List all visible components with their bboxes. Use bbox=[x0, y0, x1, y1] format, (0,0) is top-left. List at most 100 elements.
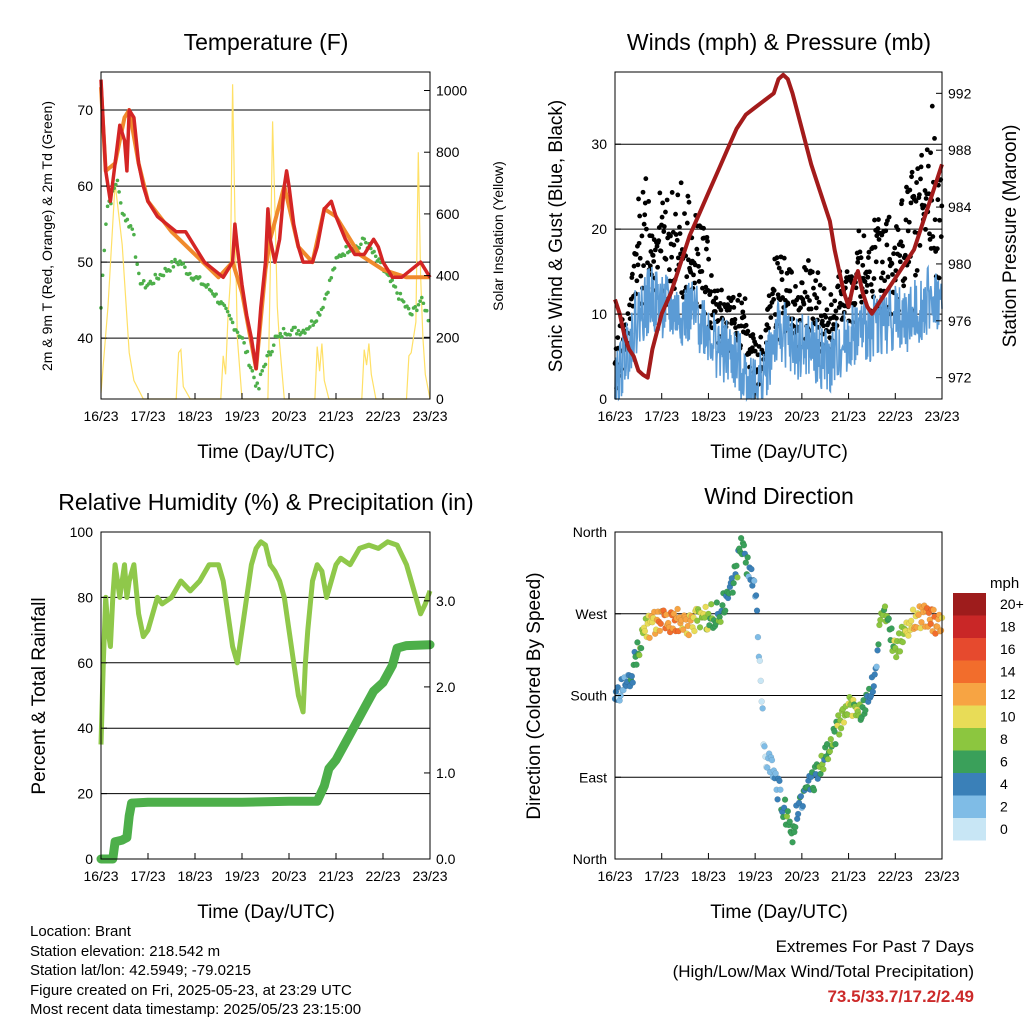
y-tick-label: 40 bbox=[77, 720, 93, 736]
gust-point bbox=[740, 309, 746, 315]
gust-point bbox=[868, 282, 874, 287]
gust-point bbox=[932, 135, 937, 141]
dewpoint-point bbox=[252, 375, 256, 380]
gust-point bbox=[918, 176, 923, 182]
gust-point bbox=[821, 323, 826, 329]
gust-point bbox=[652, 247, 658, 253]
colorbar-label: 8 bbox=[1000, 731, 1008, 747]
direction-point bbox=[896, 648, 904, 655]
direction-point bbox=[750, 577, 758, 585]
gust-point bbox=[682, 211, 687, 217]
gust-point bbox=[909, 174, 914, 180]
gust-point bbox=[637, 213, 643, 219]
gust-point bbox=[815, 270, 821, 276]
gust-point bbox=[938, 234, 944, 240]
figure-created: Figure created on Fri, 2025-05-23, at 23… bbox=[30, 981, 352, 999]
direction-point bbox=[685, 631, 693, 639]
direction-point bbox=[918, 618, 925, 626]
x-tick-label: 22/23 bbox=[365, 868, 400, 884]
gust-point bbox=[880, 270, 886, 276]
gust-point bbox=[793, 283, 798, 289]
dewpoint-point bbox=[133, 255, 138, 259]
y-right-tick-label: 980 bbox=[948, 256, 972, 272]
temperature-plot-area bbox=[99, 79, 432, 400]
dewpoint-point bbox=[224, 306, 228, 311]
gust-point bbox=[903, 217, 909, 223]
y-right-tick-label: 972 bbox=[948, 370, 972, 386]
direction-point bbox=[797, 793, 805, 800]
direction-point bbox=[832, 740, 839, 748]
dewpoint-point bbox=[118, 201, 123, 205]
station-pressure-line bbox=[613, 72, 944, 380]
x-tick-label: 23/23 bbox=[924, 408, 959, 424]
colorbar-swatch bbox=[953, 705, 986, 728]
gust-point bbox=[678, 180, 684, 186]
gust-point bbox=[649, 233, 655, 239]
colorbar-swatch bbox=[953, 818, 986, 841]
gust-point bbox=[661, 224, 667, 229]
speed-colorbar: 20+ 18 16 14 12 10 8 6 4 2 0 bbox=[953, 593, 1024, 841]
dewpoint-point bbox=[137, 271, 141, 276]
dewpoint-point bbox=[114, 182, 118, 187]
x-tick-label: 17/23 bbox=[644, 408, 679, 424]
direction-point bbox=[862, 706, 869, 714]
dewpoint-point bbox=[222, 303, 227, 308]
gust-point bbox=[663, 209, 668, 215]
dewpoint-point bbox=[214, 292, 218, 296]
gust-point bbox=[823, 314, 829, 320]
colorbar-label: 14 bbox=[1000, 664, 1016, 680]
gust-point bbox=[615, 335, 621, 340]
gust-point bbox=[792, 302, 798, 307]
gust-point bbox=[828, 302, 834, 308]
gust-point bbox=[636, 240, 642, 246]
gust-point bbox=[916, 192, 922, 198]
gust-point bbox=[834, 315, 839, 321]
x-tick-label: 21/23 bbox=[831, 868, 866, 884]
dewpoint-point bbox=[240, 336, 245, 340]
dewpoint-point bbox=[173, 257, 177, 262]
gust-point bbox=[872, 244, 878, 250]
y-tick-label: 80 bbox=[77, 589, 93, 605]
x-tick-label: 21/23 bbox=[318, 408, 353, 424]
gust-point bbox=[876, 237, 882, 242]
gust-point bbox=[826, 329, 832, 335]
gust-point bbox=[891, 251, 897, 257]
x-tick-label: 21/23 bbox=[831, 408, 866, 424]
gust-point bbox=[646, 199, 652, 204]
dewpoint-point bbox=[209, 289, 214, 293]
gust-point bbox=[816, 299, 822, 305]
gust-point bbox=[873, 259, 879, 265]
colorbar-swatch bbox=[953, 593, 986, 616]
colorbar-label: 6 bbox=[1000, 754, 1008, 770]
y-right-tick-label: 976 bbox=[948, 313, 972, 329]
dewpoint-point bbox=[309, 319, 314, 323]
y-right-tick-label: 600 bbox=[436, 206, 460, 222]
station-location: Location: Brant bbox=[30, 923, 131, 940]
gust-point bbox=[651, 259, 657, 264]
direction-point bbox=[756, 657, 764, 665]
direction-point bbox=[637, 644, 645, 652]
dewpoint-point bbox=[296, 328, 301, 333]
gust-point bbox=[712, 309, 718, 314]
gust-point bbox=[802, 289, 808, 295]
y-tick-label: 40 bbox=[77, 330, 93, 346]
dewpoint-point bbox=[117, 190, 121, 194]
colorbar-swatch bbox=[953, 615, 986, 638]
dewpoint-point bbox=[390, 278, 394, 282]
gust-point bbox=[737, 292, 742, 298]
gust-point bbox=[856, 228, 862, 234]
colorbar-swatch bbox=[953, 683, 986, 706]
winds-ylabel-right: Station Pressure (Maroon) bbox=[1000, 125, 1021, 348]
gust-point bbox=[923, 196, 929, 201]
station-elevation: Station elevation: 218.542 m bbox=[30, 942, 221, 960]
gust-point bbox=[704, 234, 710, 240]
dewpoint-point bbox=[424, 308, 429, 313]
y-right-tick-label: 1000 bbox=[436, 83, 467, 99]
gust-point bbox=[836, 305, 842, 310]
dewpoint-point bbox=[364, 240, 368, 245]
direction-point bbox=[729, 589, 736, 596]
gust-point bbox=[772, 312, 778, 317]
direction-point bbox=[764, 764, 771, 771]
